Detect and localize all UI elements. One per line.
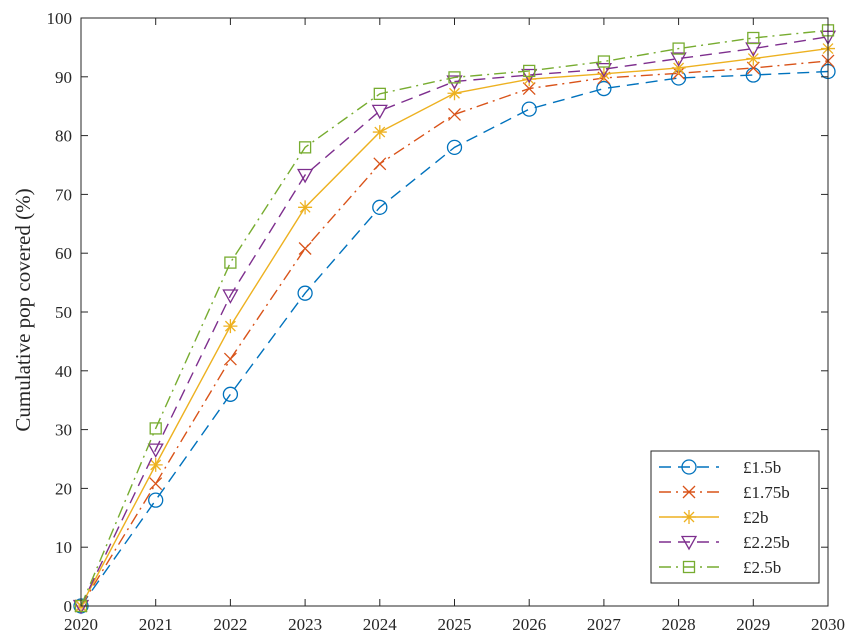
legend-label: £2.5b (743, 558, 781, 577)
y-axis-label: Cumulative pop covered (%) (11, 188, 35, 431)
series-layer (72, 24, 837, 615)
data-point (746, 61, 760, 75)
legend-marker (682, 485, 696, 499)
axes (80, 17, 829, 607)
data-point (148, 457, 163, 472)
x-tick-label: 2030 (811, 615, 845, 634)
y-tick-label: 60 (55, 244, 72, 263)
legend-marker (681, 459, 697, 475)
legend-entry-2: £1.75b (659, 483, 790, 502)
data-point (147, 443, 164, 458)
data-point (298, 200, 313, 215)
data-point (597, 55, 611, 68)
data-point (373, 87, 386, 101)
data-point (522, 82, 536, 96)
data-point (595, 63, 613, 78)
y-tick-label: 90 (55, 68, 72, 87)
y-tick-label: 80 (55, 127, 72, 146)
data-point (149, 422, 162, 435)
data-point (223, 352, 237, 366)
data-point (447, 86, 462, 101)
legend-marker (682, 510, 696, 524)
x-tick-label: 2027 (587, 615, 622, 634)
legend-label: £2b (743, 508, 769, 527)
x-tick-label: 2025 (438, 615, 472, 634)
y-tick-label: 30 (55, 421, 72, 440)
data-point (371, 104, 388, 120)
x-tick-label: 2020 (64, 615, 98, 634)
legend-entry-4: £2.25b (659, 533, 790, 552)
x-tick-label: 2021 (139, 615, 173, 634)
legend-entry-5: £2.5b (659, 558, 781, 577)
data-point (372, 199, 388, 215)
data-point (521, 101, 537, 117)
data-point (296, 168, 314, 184)
data-point (672, 42, 685, 55)
y-tick-label: 50 (55, 303, 72, 322)
data-point (747, 31, 760, 45)
data-point (297, 285, 313, 301)
legend-label: £1.5b (743, 458, 781, 477)
data-point (298, 242, 312, 255)
data-point (372, 125, 387, 140)
data-point (222, 386, 239, 402)
series-line (80, 36, 829, 607)
data-point (523, 64, 536, 78)
y-tick-label: 40 (55, 362, 72, 381)
y-tick-label: 100 (47, 9, 73, 28)
x-tick-labels: 2020 2021 2022 2023 2024 2025 2026 2027 2028 2029… (64, 615, 845, 634)
legend-label: £1.75b (743, 483, 790, 502)
x-tick-label: 2028 (662, 615, 696, 634)
y-tick-label: 20 (55, 479, 72, 498)
series-line (80, 29, 829, 607)
data-point (222, 289, 239, 304)
data-point (149, 477, 163, 491)
legend-label: £2.25b (743, 533, 790, 552)
legend-marker (680, 535, 698, 551)
legend-entry-3: £2b (659, 508, 769, 527)
x-tick-label: 2029 (736, 615, 770, 634)
data-point (671, 60, 686, 75)
data-point (596, 80, 612, 97)
y-tick-label: 70 (55, 185, 72, 204)
y-tick-labels: 0 10 20 30 40 50 60 70 80 90 100 (47, 9, 73, 616)
data-point (446, 139, 463, 156)
data-point (746, 51, 761, 66)
series-line (80, 70, 829, 607)
data-point (224, 256, 237, 269)
y-tick-label: 0 (64, 597, 73, 616)
data-point (298, 141, 312, 154)
x-tick-label: 2024 (363, 615, 398, 634)
legend-marker (682, 560, 696, 574)
legend: £1.5b £1.75b £2b £2.25b £2.5b (650, 450, 820, 584)
x-tick-label: 2022 (213, 615, 247, 634)
data-point (448, 71, 461, 84)
data-point (373, 157, 387, 171)
x-tick-label: 2023 (288, 615, 322, 634)
data-point (448, 107, 461, 121)
data-point (223, 319, 238, 334)
data-point (522, 72, 537, 87)
data-point (596, 66, 611, 81)
legend-entry-1: £1.5b (659, 458, 781, 477)
x-tick-label: 2026 (512, 615, 546, 634)
y-tick-label: 10 (55, 538, 72, 557)
data-point (670, 52, 687, 67)
data-point (148, 492, 164, 508)
